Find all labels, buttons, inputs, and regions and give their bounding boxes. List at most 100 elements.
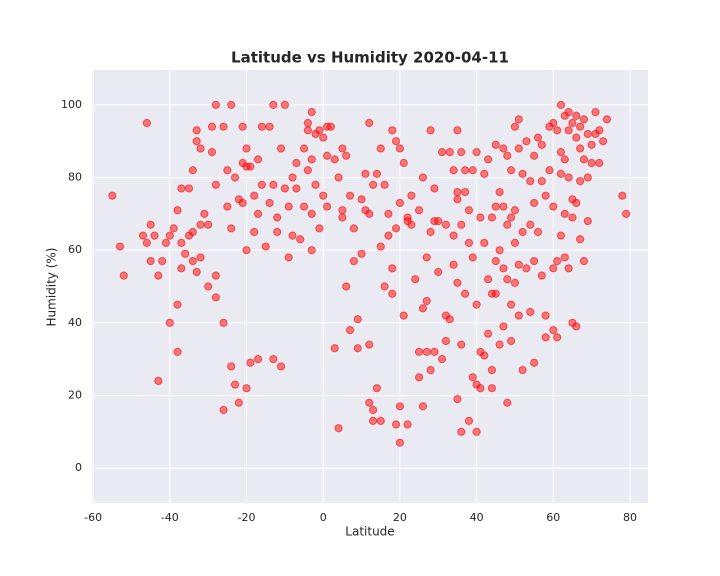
point	[246, 358, 255, 367]
point	[196, 220, 205, 229]
point	[253, 355, 263, 364]
point	[192, 137, 201, 146]
point	[384, 209, 393, 218]
point	[192, 126, 201, 135]
point	[441, 220, 451, 229]
point	[564, 126, 573, 135]
point	[119, 271, 128, 280]
point	[491, 140, 500, 149]
point	[230, 380, 240, 389]
point	[296, 235, 305, 244]
point	[204, 220, 213, 229]
point	[108, 191, 117, 200]
point	[242, 144, 251, 153]
point	[484, 275, 493, 284]
point	[449, 260, 458, 269]
point	[414, 373, 424, 382]
point	[177, 264, 186, 273]
point	[499, 144, 508, 153]
point	[579, 256, 589, 266]
point	[495, 187, 504, 197]
point	[257, 180, 266, 189]
point	[414, 347, 424, 356]
point	[173, 347, 182, 356]
point	[376, 144, 385, 153]
x-tick-label: -20	[238, 511, 256, 524]
point	[411, 275, 420, 284]
point	[253, 155, 263, 164]
point	[583, 217, 592, 226]
point	[564, 264, 573, 273]
point	[276, 362, 286, 371]
point	[583, 129, 592, 139]
point	[242, 384, 251, 393]
point	[196, 144, 205, 153]
point	[530, 358, 539, 367]
point	[391, 224, 401, 233]
point	[361, 169, 370, 178]
point	[472, 427, 481, 436]
point	[453, 187, 462, 197]
x-tick-label: 20	[393, 511, 407, 524]
point	[399, 158, 408, 168]
point	[211, 180, 220, 189]
point	[158, 256, 167, 266]
point	[418, 402, 428, 411]
point	[449, 166, 458, 175]
point	[388, 264, 397, 273]
point	[230, 173, 240, 182]
point	[518, 365, 527, 375]
point	[468, 253, 477, 262]
point	[464, 206, 474, 215]
point	[495, 246, 504, 255]
point	[460, 166, 470, 175]
point	[507, 166, 516, 175]
point	[372, 169, 382, 178]
point	[345, 325, 355, 335]
point	[530, 151, 539, 160]
point	[549, 118, 558, 128]
point	[380, 282, 389, 291]
point	[188, 166, 197, 175]
point	[269, 355, 278, 364]
point	[437, 355, 447, 364]
point	[395, 198, 405, 208]
point	[510, 238, 520, 248]
point	[399, 311, 408, 320]
point	[422, 253, 431, 262]
point	[173, 206, 182, 215]
point	[572, 111, 581, 120]
point	[426, 365, 435, 375]
point	[388, 126, 397, 135]
x-tick-label: -60	[84, 511, 102, 524]
point	[142, 238, 151, 248]
point	[480, 169, 489, 178]
point	[480, 238, 489, 248]
point	[372, 384, 382, 393]
point	[464, 238, 474, 248]
point	[572, 198, 581, 208]
point	[526, 177, 535, 186]
point	[507, 213, 516, 222]
point	[576, 235, 585, 244]
point	[322, 151, 332, 160]
point	[303, 118, 312, 128]
point	[583, 173, 592, 182]
point	[154, 376, 163, 386]
point	[541, 191, 550, 200]
x-tick-label: 60	[546, 511, 560, 524]
point	[173, 300, 182, 309]
point	[165, 231, 174, 240]
x-axis-label: Latitude	[345, 525, 394, 539]
point	[507, 336, 516, 346]
point	[441, 336, 451, 346]
point	[334, 424, 343, 433]
point	[227, 362, 236, 371]
point	[349, 256, 358, 266]
point	[257, 122, 266, 131]
point	[530, 256, 539, 266]
chart-title: Latitude vs Humidity 2020-04-11	[231, 49, 509, 67]
x-tick-label: 0	[320, 511, 327, 524]
point	[368, 180, 378, 189]
point	[468, 166, 477, 175]
